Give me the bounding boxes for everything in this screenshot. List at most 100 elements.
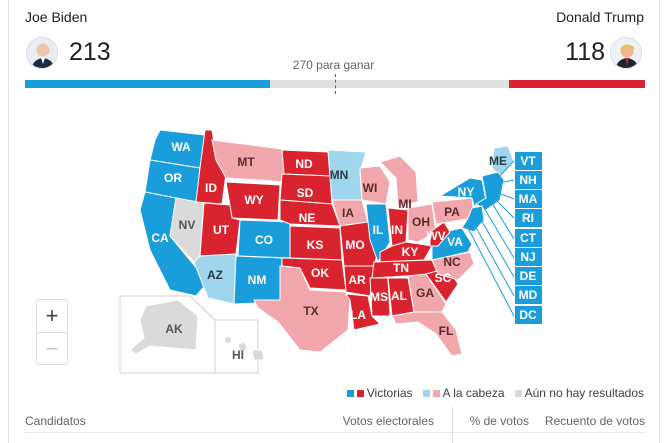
state-AZ[interactable] (193, 253, 237, 305)
progress-fill-rep (509, 80, 645, 88)
electoral-votes-left: 213 (69, 38, 111, 66)
alaska-inset-frame (119, 295, 259, 374)
state-label-ME: ME (489, 154, 507, 168)
state-box-DC[interactable] (515, 306, 542, 324)
state-box-NH[interactable] (515, 171, 542, 189)
progress-fill-dem (25, 80, 271, 88)
state-label-NH: NH (519, 173, 536, 187)
legend-swatch (356, 389, 364, 397)
state-label-CA: CA (151, 231, 169, 245)
zoom-out-button[interactable]: − (37, 332, 67, 364)
state-label-KS: KS (307, 238, 324, 252)
small-state-boxes (515, 152, 542, 324)
threshold-label: 270 para ganar (292, 58, 375, 72)
state-WV[interactable] (429, 221, 451, 247)
candidate-name-right: Donald Trump (556, 9, 644, 25)
state-NE[interactable] (279, 199, 341, 227)
state-AR[interactable] (343, 265, 375, 297)
state-HI[interactable] (223, 335, 265, 361)
state-label-AR: AR (348, 273, 366, 287)
table-header-electoral-votes[interactable]: Votos electorales (342, 414, 434, 428)
state-label-DC: DC (519, 308, 537, 322)
state-label-WY: WY (244, 193, 263, 207)
state-mid-atlantic[interactable] (461, 205, 485, 233)
state-label-ID: ID (205, 181, 217, 195)
state-TX[interactable] (253, 265, 351, 353)
state-label-MA: MA (519, 192, 538, 206)
state-label-MN: MN (330, 168, 349, 182)
state-label-LA: LA (350, 308, 366, 322)
state-label-OR: OR (164, 171, 182, 185)
legend-swatch (432, 389, 440, 397)
table-divider (25, 432, 645, 433)
state-FL[interactable] (391, 311, 463, 357)
state-box-NJ[interactable] (515, 248, 542, 266)
state-LA[interactable] (345, 293, 381, 331)
state-label-DE: DE (520, 269, 537, 283)
state-MI[interactable] (379, 155, 419, 207)
state-label-MT: MT (237, 155, 255, 169)
state-label-SD: SD (297, 186, 314, 200)
zoom-in-button[interactable]: + (45, 303, 59, 328)
table-header-vote-count[interactable]: Recuento de votos (544, 414, 645, 428)
state-ID[interactable] (195, 129, 227, 205)
state-label-IL: IL (373, 223, 384, 237)
legend-swatch (422, 389, 430, 397)
state-label-NM: NM (248, 273, 267, 287)
avatar (26, 37, 58, 69)
state-label-IN: IN (391, 223, 403, 237)
candidate-name-left: Joe Biden (25, 9, 88, 25)
legend-swatch (514, 389, 522, 397)
legend-label: Aún no hay resultados (524, 386, 644, 400)
state-box-MD[interactable] (515, 286, 542, 304)
results-card (8, 0, 660, 443)
state-label-CO: CO (255, 233, 273, 247)
state-box-VT[interactable] (515, 152, 542, 170)
table-header-candidates[interactable]: Candidatos (25, 414, 86, 428)
state-label-WV: WV (426, 229, 445, 243)
state-label-MO: MO (345, 238, 364, 252)
state-box-MA[interactable] (515, 190, 542, 208)
state-label-AZ: AZ (207, 268, 223, 282)
legend-item-no-results: Aún no hay resultados (514, 386, 644, 400)
state-box-DE[interactable] (515, 267, 542, 285)
state-label-OH: OH (412, 215, 430, 229)
state-label-NV: NV (179, 218, 196, 232)
legend-label: A la cabeza (442, 386, 505, 400)
state-label-VT: VT (520, 154, 536, 168)
state-label-HI: HI (232, 348, 244, 362)
state-label-NE: NE (299, 211, 316, 225)
state-label-TX: TX (303, 304, 318, 318)
state-AK[interactable] (129, 299, 199, 355)
legend-item-wins: Victorias (346, 386, 413, 400)
table-divider (452, 407, 453, 443)
map-legend: Victorias A la cabeza Aún no hay resulta… (346, 386, 644, 400)
state-label-WA: WA (171, 140, 191, 154)
state-label-WI: WI (363, 181, 378, 195)
state-label-ND: ND (295, 157, 313, 171)
legend-label: Victorias (366, 386, 413, 400)
map-zoom-control: + − (36, 299, 68, 365)
electoral-votes-right: 118 (565, 38, 605, 66)
state-labels: WA OR CA NV ID MT WY UT AZ CO NM ND SD N… (151, 140, 537, 362)
state-label-GA: GA (416, 286, 434, 300)
legend-item-leading: A la cabeza (422, 386, 505, 400)
state-MT[interactable] (211, 139, 291, 183)
state-box-RI[interactable] (515, 209, 542, 227)
state-label-MD: MD (519, 288, 538, 302)
state-label-UT: UT (213, 223, 230, 237)
state-label-RI: RI (522, 211, 534, 225)
state-label-AK: AK (165, 322, 183, 336)
state-box-CT[interactable] (515, 229, 542, 247)
avatar (610, 37, 642, 69)
state-GA[interactable] (407, 273, 447, 313)
state-OH[interactable] (407, 203, 437, 243)
state-label-OK: OK (311, 266, 329, 280)
state-label-SC: SC (435, 271, 452, 285)
table-header-vote-percent[interactable]: % de votos (469, 414, 529, 428)
state-WI[interactable] (359, 165, 391, 205)
state-MS[interactable] (369, 277, 391, 317)
state-label-IA: IA (342, 206, 354, 220)
state-label-MS: MS (370, 290, 388, 304)
state-label-MI: MI (398, 197, 411, 211)
